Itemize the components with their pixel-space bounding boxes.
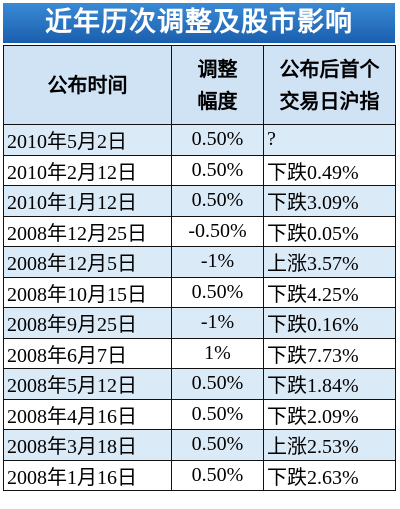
table-cell: ? [263,124,396,156]
table-cell: 1% [171,337,264,369]
table-cell: 2008年6月7日 [3,337,172,369]
table-cell: -1% [171,307,264,339]
table: 公布时间 调整 幅度 公布后首个 交易日沪指 2010年5月2日 0.50%? 2010年2… [3,45,396,491]
table-cell: 0.50% [171,276,264,308]
table-row: 2008年12月25日 -0.50% 下跌0.05% [3,215,396,247]
header-row: 公布时间 调整 幅度 公布后首个 交易日沪指 [3,45,396,125]
table-cell: 下跌7.73% [263,337,396,369]
header-line: 公布时间 [47,73,128,97]
table-cell: 0.50% [171,429,264,461]
table-cell: 下跌1.84% [263,368,396,400]
table-row: 2008年3月18日 0.50% 上涨2.53% [3,429,396,461]
table-cell: 2008年5月12日 [3,368,172,400]
table-cell: 2008年3月18日 [3,429,172,461]
table-cell: -1% [171,246,264,278]
table-cell: 0.50% [171,185,264,217]
table-row: 2008年10月15日 0.50% 下跌4.25% [3,276,396,308]
column-header: 公布时间 [3,45,172,125]
table-row: 2010年1月12日 0.50% 下跌3.09% [3,185,396,217]
table-cell: -0.50% [171,215,264,247]
table-row: 2010年5月2日 0.50%? [3,124,396,156]
table-cell: 上涨2.53% [263,429,396,461]
table-body: 2010年5月2日 0.50%? 2010年2月12日 0.50% 下跌0.49% 201… [3,124,396,491]
table-cell: 0.50% [171,368,264,400]
table-cell: 下跌2.63% [263,459,396,491]
table-cell: 0.50% [171,154,264,186]
title: 近年历次调整及股市影响 [3,3,395,43]
table-row: 2010年2月12日 0.50% 下跌0.49% [3,154,396,186]
table-cell: 2010年1月12日 [3,185,172,217]
table-row: 2008年5月12日 0.50% 下跌1.84% [3,368,396,400]
table-cell: 上涨3.57% [263,246,396,278]
table-cell: 2008年12月5日 [3,246,172,278]
table-cell: 0.50% [171,398,264,430]
table-cell: 2008年9月25日 [3,307,172,339]
table-cell: 0.50% [171,459,264,491]
table-cell: 2008年12月25日 [3,215,172,247]
header-line: 调整 [197,57,238,81]
table-row: 2008年4月16日 0.50% 下跌2.09% [3,398,396,430]
table-row: 2008年1月16日 0.50% 下跌2.63% [3,459,396,491]
table-cell: 2010年5月2日 [3,124,172,156]
table-cell: 下跌0.05% [263,215,396,247]
header-line: 公布后首个 [279,57,380,81]
table-row: 2008年12月5日 -1% 上涨3.57% [3,246,396,278]
table-row: 2008年9月25日 -1% 下跌0.16% [3,307,396,339]
column-header: 公布后首个交易日沪指 [263,45,396,125]
table-cell: 2008年4月16日 [3,398,172,430]
header-line: 幅度 [197,89,238,113]
table-cell: 2008年10月15日 [3,276,172,308]
table-cell: 2008年1月16日 [3,459,172,491]
header-line: 交易日沪指 [279,89,380,113]
table-cell: 0.50% [171,124,264,156]
table-cell: 下跌3.09% [263,185,396,217]
table-cell: 下跌2.09% [263,398,396,430]
table-cell: 下跌0.49% [263,154,396,186]
table-cell: 下跌0.16% [263,307,396,339]
table-cell: 2010年2月12日 [3,154,172,186]
table-row: 2008年6月7日 1% 下跌7.73% [3,337,396,369]
column-header: 调整 幅度 [171,45,264,125]
table-cell: 下跌4.25% [263,276,396,308]
